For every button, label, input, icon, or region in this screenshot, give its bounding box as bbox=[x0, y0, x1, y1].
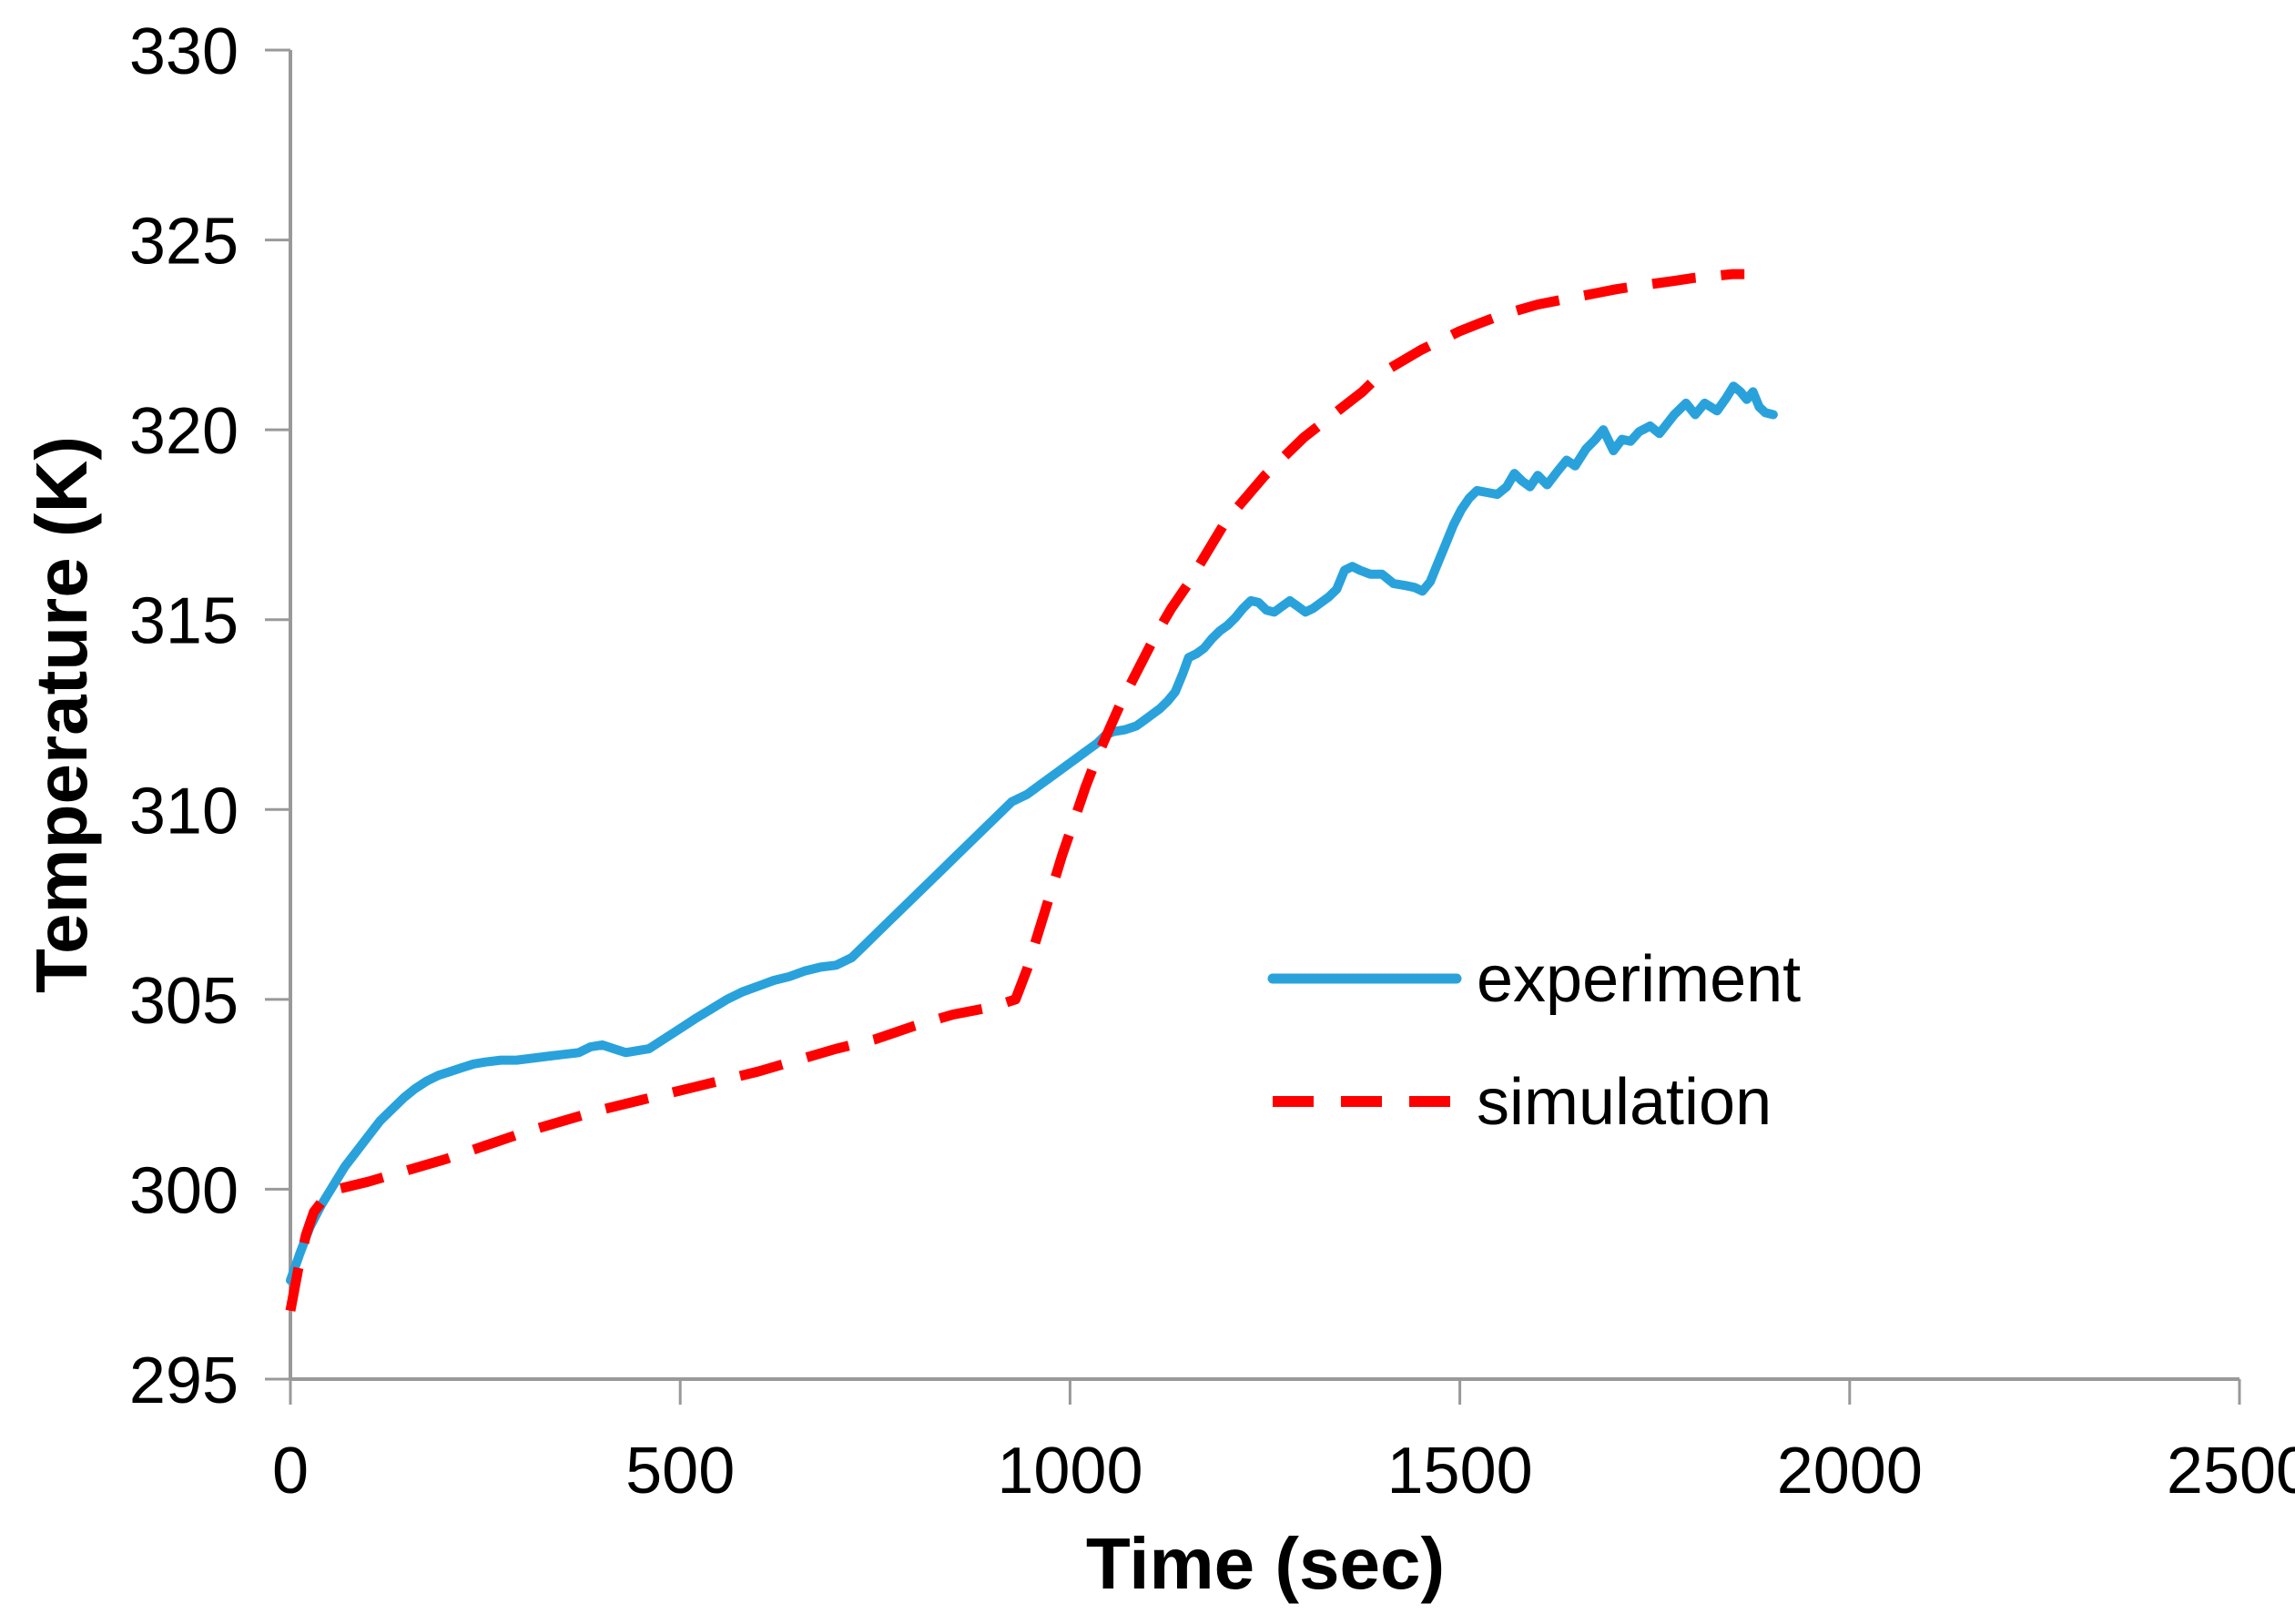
simulation-legend-label: simulation bbox=[1477, 1066, 1772, 1139]
experiment-legend-label: experiment bbox=[1477, 943, 1801, 1016]
y-tick-label: 330 bbox=[129, 15, 239, 88]
simulation-line bbox=[285, 269, 1745, 1312]
y-tick-label: 320 bbox=[129, 395, 239, 468]
legend-item-simulation: simulation bbox=[1273, 1066, 1772, 1139]
x-tick-label: 2000 bbox=[1777, 1435, 1923, 1507]
x-tick-label: 0 bbox=[272, 1435, 309, 1507]
y-tick-label: 305 bbox=[129, 965, 239, 1038]
y-axis-title: Temperature (K) bbox=[21, 436, 102, 993]
legend-item-experiment: experiment bbox=[1267, 943, 1801, 1016]
y-tick-label: 315 bbox=[129, 585, 239, 658]
x-axis-title: Time (sec) bbox=[1086, 1523, 1445, 1604]
y-tick-label: 310 bbox=[129, 775, 239, 848]
axes: 295 300 305 310 315 320 325 330 0 500 1000 1500 2000… bbox=[129, 15, 2295, 1507]
series-lines bbox=[285, 269, 1778, 1312]
legend: experiment simulation bbox=[1267, 943, 1801, 1139]
y-tick-label: 325 bbox=[129, 206, 239, 279]
y-tick-label: 295 bbox=[129, 1345, 239, 1417]
x-tick-label: 1000 bbox=[997, 1435, 1142, 1507]
y-tick-label: 300 bbox=[129, 1154, 239, 1227]
x-tick-label: 2500 bbox=[2167, 1435, 2295, 1507]
x-tick-label: 1500 bbox=[1387, 1435, 1533, 1507]
experiment-line bbox=[286, 381, 1778, 1285]
x-tick-label: 500 bbox=[625, 1435, 735, 1507]
